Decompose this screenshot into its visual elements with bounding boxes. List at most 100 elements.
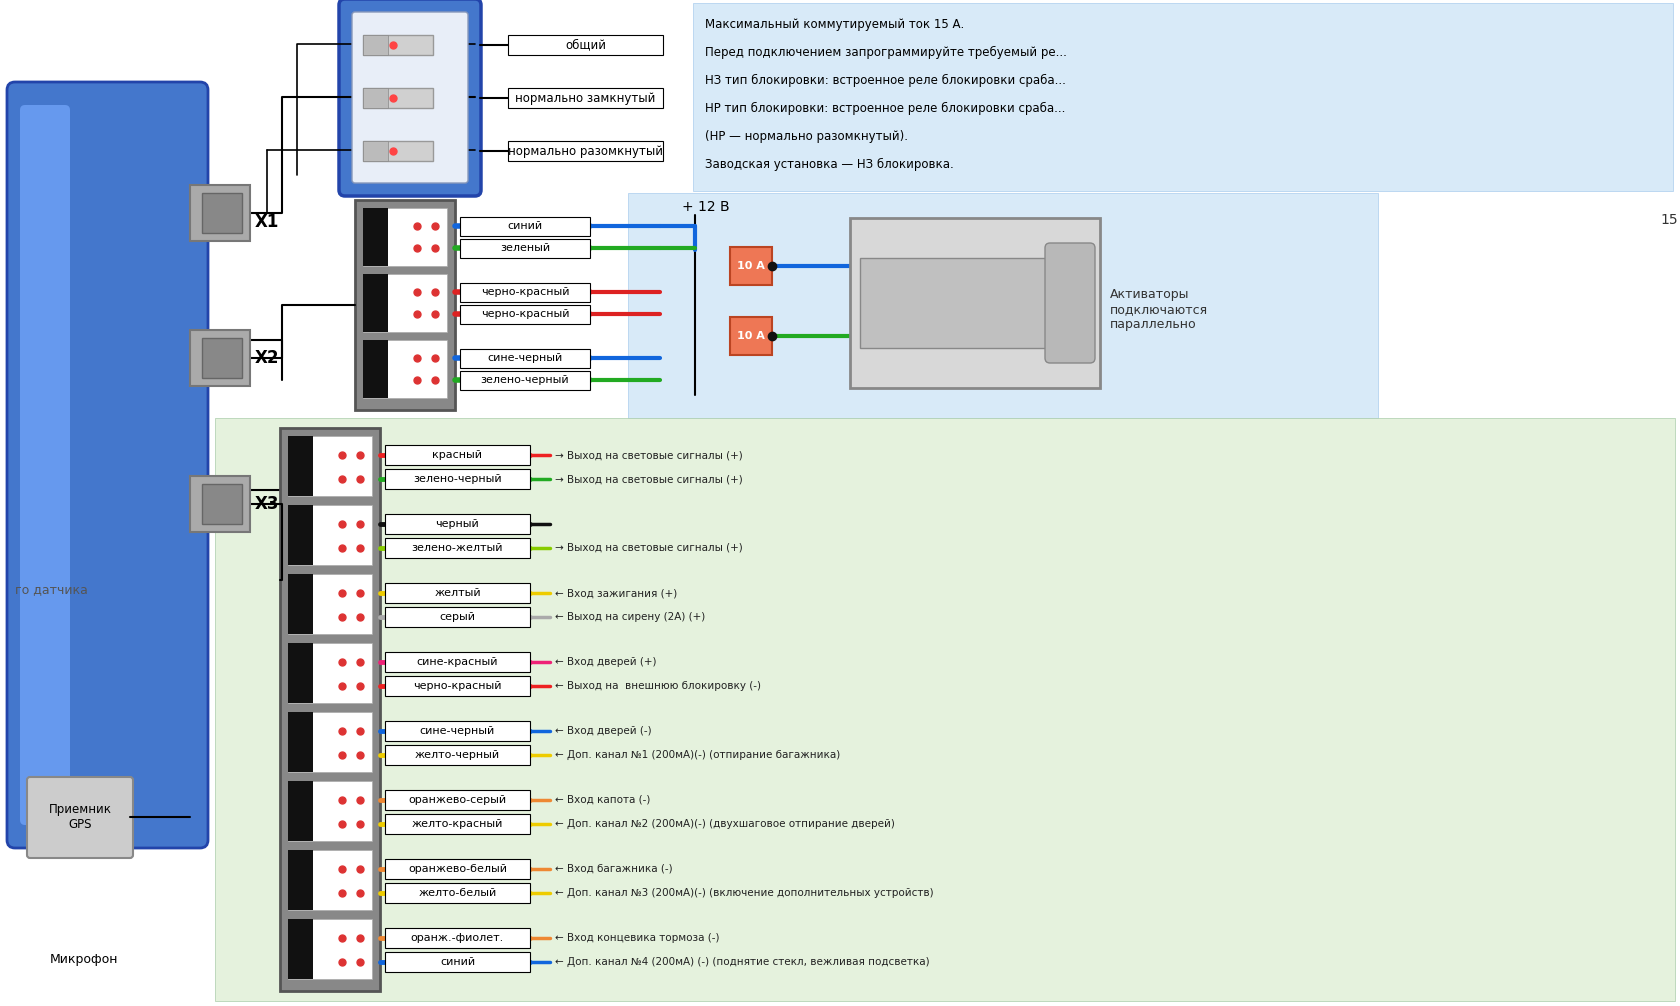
Bar	[202, 193, 242, 233]
Bar	[287, 505, 371, 565]
Text: сине-красный: сине-красный	[417, 657, 497, 667]
Bar	[363, 340, 447, 398]
Text: ← Доп. канал №4 (200мА) (-) (поднятие стекл, вежливая подсветка): ← Доп. канал №4 (200мА) (-) (поднятие ст…	[554, 957, 929, 967]
Bar	[385, 928, 529, 948]
Text: 15: 15	[1660, 213, 1677, 227]
Bar	[363, 141, 388, 161]
Text: Микрофон: Микрофон	[50, 954, 118, 967]
Bar	[860, 258, 1060, 348]
Text: оранжево-серый: оранжево-серый	[408, 795, 506, 805]
Bar	[287, 850, 312, 910]
Text: ← Вход концевика тормоза (-): ← Вход концевика тормоза (-)	[554, 933, 719, 943]
Bar	[287, 850, 371, 910]
Text: → Выход на световые сигналы (+): → Выход на световые сигналы (+)	[554, 474, 743, 484]
Text: желтый: желтый	[433, 588, 480, 598]
Bar	[281, 428, 380, 991]
Bar	[729, 317, 771, 355]
Bar	[385, 676, 529, 696]
Bar	[287, 505, 312, 565]
Text: общий: общий	[564, 38, 605, 51]
Bar	[190, 476, 250, 532]
Bar	[202, 338, 242, 378]
Text: зелено-черный: зелено-черный	[480, 375, 570, 385]
Text: синий: синий	[440, 957, 475, 967]
Bar	[363, 274, 447, 332]
Bar	[385, 745, 529, 765]
Bar	[190, 330, 250, 386]
Bar	[385, 859, 529, 879]
Text: сине-черный: сине-черный	[420, 726, 496, 736]
Bar	[363, 208, 447, 266]
FancyBboxPatch shape	[339, 0, 480, 196]
Text: черный: черный	[435, 519, 479, 529]
Bar	[460, 305, 590, 324]
Text: красный: красный	[432, 450, 482, 460]
Text: нормально разомкнутый: нормально разомкнутый	[507, 145, 662, 158]
Bar	[460, 238, 590, 258]
Bar	[628, 193, 1378, 418]
Text: Максимальный коммутируемый ток 15 А.: Максимальный коммутируемый ток 15 А.	[704, 18, 964, 31]
Bar	[287, 919, 371, 979]
Bar	[287, 574, 312, 634]
Text: Активаторы
подключаются
параллельно: Активаторы подключаются параллельно	[1109, 288, 1208, 331]
Text: синий: синий	[507, 221, 543, 231]
Text: Приемник
GPS: Приемник GPS	[49, 803, 111, 831]
Bar	[190, 185, 250, 241]
Bar	[460, 370, 590, 389]
Bar	[692, 3, 1672, 191]
Text: го датчика: го датчика	[15, 583, 87, 597]
Bar	[363, 88, 433, 108]
Bar	[385, 814, 529, 834]
Text: ← Вход зажигания (+): ← Вход зажигания (+)	[554, 588, 677, 598]
Text: черно-красный: черно-красный	[480, 287, 570, 297]
FancyBboxPatch shape	[351, 12, 467, 183]
Text: ← Вход дверей (+): ← Вход дверей (+)	[554, 657, 657, 667]
Bar	[460, 216, 590, 235]
Text: ← Вход капота (-): ← Вход капота (-)	[554, 795, 650, 805]
Bar	[287, 574, 371, 634]
Text: зеленый: зеленый	[499, 243, 549, 253]
Text: оранжево-белый: оранжево-белый	[408, 864, 507, 874]
Text: ← Доп. канал №2 (200мА)(-) (двухшаговое отпирание дверей): ← Доп. канал №2 (200мА)(-) (двухшаговое …	[554, 819, 894, 829]
Bar	[385, 538, 529, 558]
Bar	[363, 35, 433, 55]
FancyBboxPatch shape	[27, 777, 133, 858]
Text: → Выход на световые сигналы (+): → Выход на световые сигналы (+)	[554, 450, 743, 460]
Text: нормально замкнутый: нормально замкнутый	[516, 92, 655, 105]
Bar	[460, 348, 590, 367]
Bar	[729, 247, 771, 285]
Bar	[385, 607, 529, 627]
Text: Заводская установка — НЗ блокировка.: Заводская установка — НЗ блокировка.	[704, 158, 953, 171]
Text: ← Выход на  внешнюю блокировку (-): ← Выход на внешнюю блокировку (-)	[554, 681, 761, 691]
Text: зелено-черный: зелено-черный	[413, 474, 502, 484]
Bar	[850, 218, 1099, 388]
Bar	[287, 643, 312, 703]
Text: зелено-желтый: зелено-желтый	[412, 543, 502, 553]
Text: НР тип блокировки: встроенное реле блокировки сраба...: НР тип блокировки: встроенное реле блоки…	[704, 102, 1065, 115]
Bar	[385, 469, 529, 489]
Text: ← Вход дверей (-): ← Вход дверей (-)	[554, 726, 652, 736]
Bar	[363, 35, 388, 55]
Text: ← Выход на сирену (2А) (+): ← Выход на сирену (2А) (+)	[554, 612, 706, 622]
Bar	[287, 436, 371, 496]
Bar	[385, 883, 529, 903]
Text: желто-красный: желто-красный	[412, 819, 502, 829]
Text: черно-красный: черно-красный	[480, 309, 570, 319]
Bar	[215, 418, 1673, 1001]
Text: ← Вход багажника (-): ← Вход багажника (-)	[554, 864, 672, 874]
Bar	[507, 35, 662, 55]
FancyBboxPatch shape	[20, 105, 71, 825]
Text: X2: X2	[255, 349, 279, 367]
Bar	[287, 712, 371, 772]
Text: 10 А: 10 А	[736, 261, 764, 271]
Bar	[202, 484, 242, 524]
Bar	[354, 200, 455, 410]
Bar	[363, 88, 388, 108]
Text: + 12 В: + 12 В	[682, 200, 729, 214]
Bar	[287, 919, 312, 979]
FancyBboxPatch shape	[1045, 243, 1094, 363]
Bar	[385, 652, 529, 672]
Text: X1: X1	[255, 213, 279, 231]
Bar	[363, 274, 388, 332]
Text: 10 А: 10 А	[736, 331, 764, 341]
